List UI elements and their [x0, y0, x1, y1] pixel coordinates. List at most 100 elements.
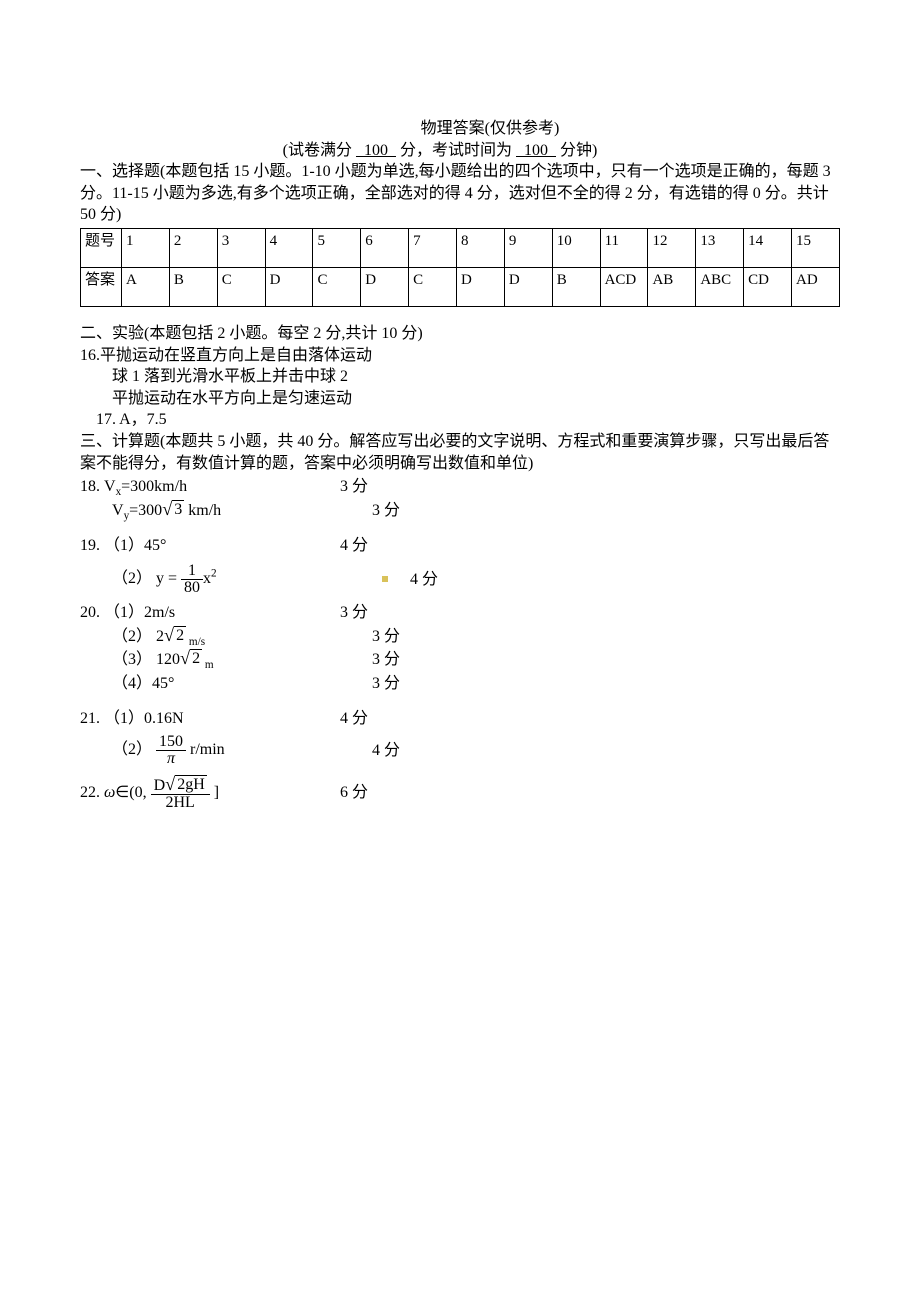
- eq-num: 1: [181, 563, 203, 580]
- q21: 21. （1）0.16N 4 分 （2） 150π r/min 4 分: [80, 708, 840, 767]
- q20-p2-pts: 3 分: [372, 626, 400, 648]
- ans: C: [313, 267, 361, 306]
- q19-label: 19.: [80, 537, 100, 554]
- p2-den: π: [156, 751, 186, 767]
- ans: AB: [648, 267, 696, 306]
- q20-label: 20.: [80, 604, 100, 621]
- eq-eq: =: [164, 570, 181, 587]
- doc-title: 物理答案(仅供参考): [140, 118, 840, 140]
- vy-mid: =300: [129, 502, 162, 519]
- answer-table-header-row: 题号 1 2 3 4 5 6 7 8 9 10 11 12 13 14 15: [81, 228, 840, 267]
- ans: D: [504, 267, 552, 306]
- q19-p2-pts: 4 分: [410, 569, 438, 591]
- ans: ABC: [696, 267, 744, 306]
- qnum: 8: [457, 228, 505, 267]
- qnum: 15: [792, 228, 840, 267]
- q18-line2-pts: 3 分: [372, 500, 400, 522]
- ans: D: [361, 267, 409, 306]
- ans: CD: [744, 267, 792, 306]
- q22-omega: ω: [104, 782, 115, 804]
- answer-table: 题号 1 2 3 4 5 6 7 8 9 10 11 12 13 14 15 答…: [80, 228, 840, 307]
- row-label-a: 答案: [81, 267, 122, 306]
- qnum: 2: [169, 228, 217, 267]
- vy-v: V: [112, 502, 124, 519]
- p3-unit: m: [202, 659, 214, 671]
- eq-den: 80: [181, 580, 203, 596]
- eq-x: x: [203, 570, 211, 587]
- ans: B: [552, 267, 600, 306]
- subtitle-suffix: 分钟): [560, 142, 597, 159]
- ans: C: [409, 267, 457, 306]
- q21-p2-pts: 4 分: [372, 740, 400, 762]
- q18-label: 18.: [80, 478, 100, 495]
- p3-prefix: （3）: [112, 651, 152, 668]
- qnum: 9: [504, 228, 552, 267]
- q22-pts: 6 分: [340, 782, 368, 804]
- qnum: 1: [122, 228, 170, 267]
- time-val: 100: [524, 142, 548, 159]
- q17: 17. A，7.5: [80, 409, 840, 431]
- q21-p1: （1）0.16N: [104, 710, 184, 727]
- q22: 22. ω ∈ (0, D√2gH 2HL ] 6 分: [80, 775, 840, 811]
- p2-rad: 2: [174, 626, 186, 645]
- q22-in: ∈: [115, 782, 129, 804]
- q18-line1: Vx=300km/h: [104, 478, 187, 495]
- q22-den: 2HL: [151, 795, 210, 811]
- qnum: 13: [696, 228, 744, 267]
- q18-line2: Vy=300√3 km/h: [112, 502, 221, 519]
- marker-dot: [382, 576, 388, 582]
- q16-line2: 球 1 落到光滑水平板上并击中球 2: [80, 366, 840, 388]
- vy-rad: 3: [172, 500, 184, 519]
- subtitle-score: 100: [356, 142, 396, 159]
- p2-num: 150: [156, 734, 186, 751]
- q21-label: 21.: [80, 710, 100, 727]
- q18: 18. Vx=300km/h 3 分 Vy=300√3 km/h 3 分: [80, 476, 840, 521]
- qnum: 6: [361, 228, 409, 267]
- q19: 19. （1）45° 4 分 （2） y = 180x2 4 分: [80, 535, 840, 596]
- q19-p1: （1）45°: [104, 537, 166, 554]
- q21-p2: （2） 150π r/min: [112, 741, 225, 758]
- ans: C: [217, 267, 265, 306]
- score-val: 100: [364, 142, 388, 159]
- section1-heading: 一、选择题(本题包括 15 小题。1-10 小题为单选,每小题给出的四个选项中，…: [80, 161, 840, 226]
- section2-heading: 二、实验(本题包括 2 小题。每空 2 分,共计 10 分): [80, 323, 840, 345]
- q16-line1: 平抛运动在竖直方向上是自由落体运动: [100, 347, 372, 364]
- q21-p1-pts: 4 分: [340, 708, 368, 730]
- row-label-q: 题号: [81, 228, 122, 267]
- q18-line1-pts: 3 分: [340, 476, 368, 498]
- q19-p1-pts: 4 分: [340, 535, 368, 557]
- p2-prefix: （2）: [112, 628, 152, 645]
- p2-unit: m/s: [186, 636, 205, 648]
- p2-coef: 2: [156, 628, 164, 645]
- q20-p2: （2） 2√2 m/s: [112, 628, 205, 645]
- q22-close: ]: [214, 782, 219, 804]
- q22-open: (0,: [129, 782, 146, 804]
- p3-rad: 2: [190, 649, 202, 668]
- qnum: 11: [600, 228, 648, 267]
- qnum: 14: [744, 228, 792, 267]
- q22-frac: D√2gH 2HL: [151, 775, 210, 811]
- section2: 二、实验(本题包括 2 小题。每空 2 分,共计 10 分) 16.平抛运动在竖…: [80, 323, 840, 431]
- ans: ACD: [600, 267, 648, 306]
- q20-p1: （1）2m/s: [104, 604, 175, 621]
- eq-y: y: [156, 570, 164, 587]
- q20-p3-pts: 3 分: [372, 649, 400, 671]
- ans: D: [265, 267, 313, 306]
- qnum: 10: [552, 228, 600, 267]
- q20-p1-pts: 3 分: [340, 602, 368, 624]
- answer-table-answer-row: 答案 A B C D C D C D D B ACD AB ABC CD AD: [81, 267, 840, 306]
- q16: 16.平抛运动在竖直方向上是自由落体运动: [80, 345, 840, 367]
- q22-num-rad: 2gH: [175, 775, 207, 794]
- subtitle-time: 100: [516, 142, 556, 159]
- qnum: 7: [409, 228, 457, 267]
- q16-line3: 平抛运动在水平方向上是匀速运动: [80, 388, 840, 410]
- ans: A: [122, 267, 170, 306]
- eq-exp: 2: [211, 568, 217, 580]
- q22-num-d: D: [154, 777, 166, 794]
- q22-label: 22.: [80, 782, 100, 804]
- qnum: 3: [217, 228, 265, 267]
- p2-unit: r/min: [186, 741, 225, 758]
- qnum: 4: [265, 228, 313, 267]
- ans: B: [169, 267, 217, 306]
- ans: D: [457, 267, 505, 306]
